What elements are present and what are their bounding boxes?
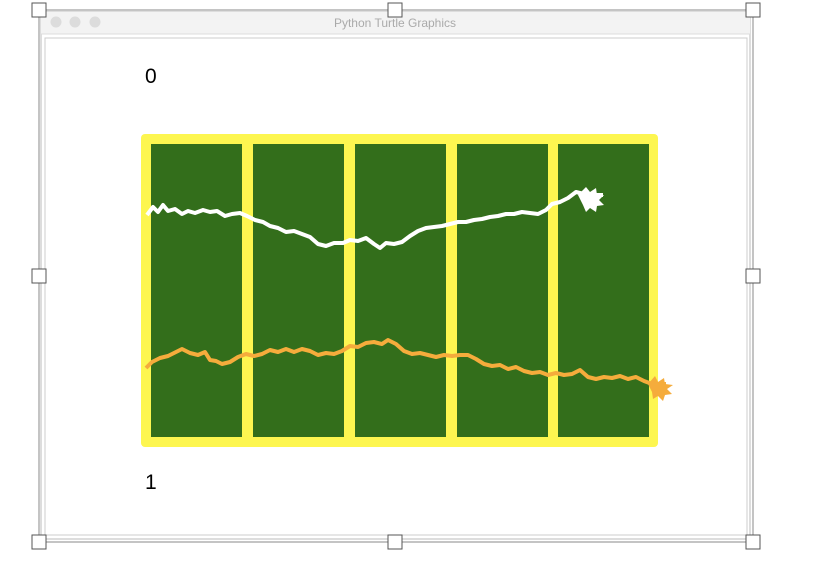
resize-handle[interactable] xyxy=(387,2,403,18)
resize-handle[interactable] xyxy=(387,534,403,550)
resize-handle[interactable] xyxy=(745,534,761,550)
lane xyxy=(457,144,548,437)
score-bottom: 1 xyxy=(145,471,157,494)
white-turtle xyxy=(578,187,604,212)
resize-handle[interactable] xyxy=(31,534,47,550)
lane xyxy=(151,144,242,437)
score-top: 0 xyxy=(145,65,157,88)
orange-trail xyxy=(144,338,666,386)
title-bar xyxy=(41,12,750,34)
window-title: Python Turtle Graphics xyxy=(334,16,456,30)
lane xyxy=(355,144,446,437)
zoom-button[interactable] xyxy=(89,16,101,28)
white-trail xyxy=(145,190,603,250)
orange-turtle xyxy=(648,376,673,401)
lane xyxy=(253,144,344,437)
resize-handle[interactable] xyxy=(31,2,47,18)
close-button[interactable] xyxy=(50,16,62,28)
resize-handle[interactable] xyxy=(745,2,761,18)
minimize-button[interactable] xyxy=(69,16,81,28)
lane xyxy=(558,144,649,437)
resize-handle[interactable] xyxy=(745,268,761,284)
resize-handle[interactable] xyxy=(31,268,47,284)
